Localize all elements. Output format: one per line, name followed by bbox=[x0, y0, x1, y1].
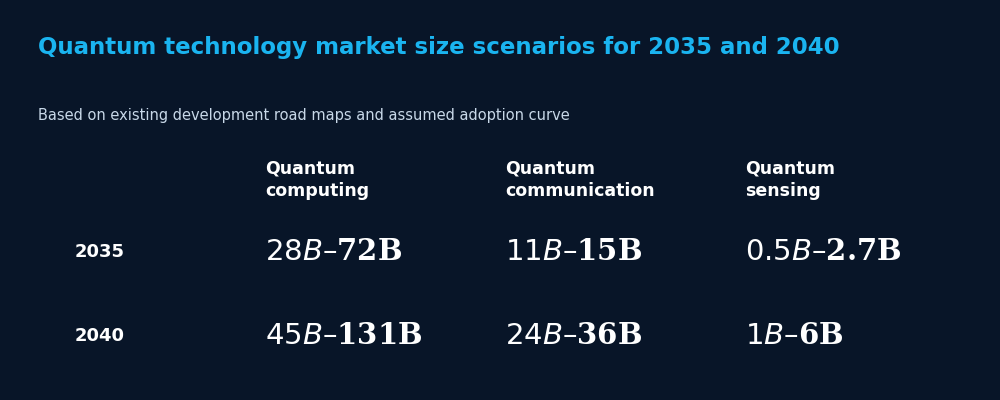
Text: Quantum technology market size scenarios for 2035 and 2040: Quantum technology market size scenarios… bbox=[38, 36, 840, 59]
Text: Quantum
sensing: Quantum sensing bbox=[745, 160, 835, 200]
Text: $11B–$15B: $11B–$15B bbox=[505, 238, 642, 266]
Text: 2035: 2035 bbox=[75, 243, 125, 261]
Text: $1B–$6B: $1B–$6B bbox=[745, 322, 843, 350]
Text: $28B–$72B: $28B–$72B bbox=[265, 238, 402, 266]
Text: Based on existing development road maps and assumed adoption curve: Based on existing development road maps … bbox=[38, 108, 570, 123]
Text: $0.5B–$2.7B: $0.5B–$2.7B bbox=[745, 238, 902, 266]
Text: $24B–$36B: $24B–$36B bbox=[505, 322, 642, 350]
Text: Quantum
computing: Quantum computing bbox=[265, 160, 369, 200]
Text: Quantum
communication: Quantum communication bbox=[505, 160, 655, 200]
Text: 2040: 2040 bbox=[75, 327, 125, 345]
Text: $45B–$131B: $45B–$131B bbox=[265, 322, 422, 350]
